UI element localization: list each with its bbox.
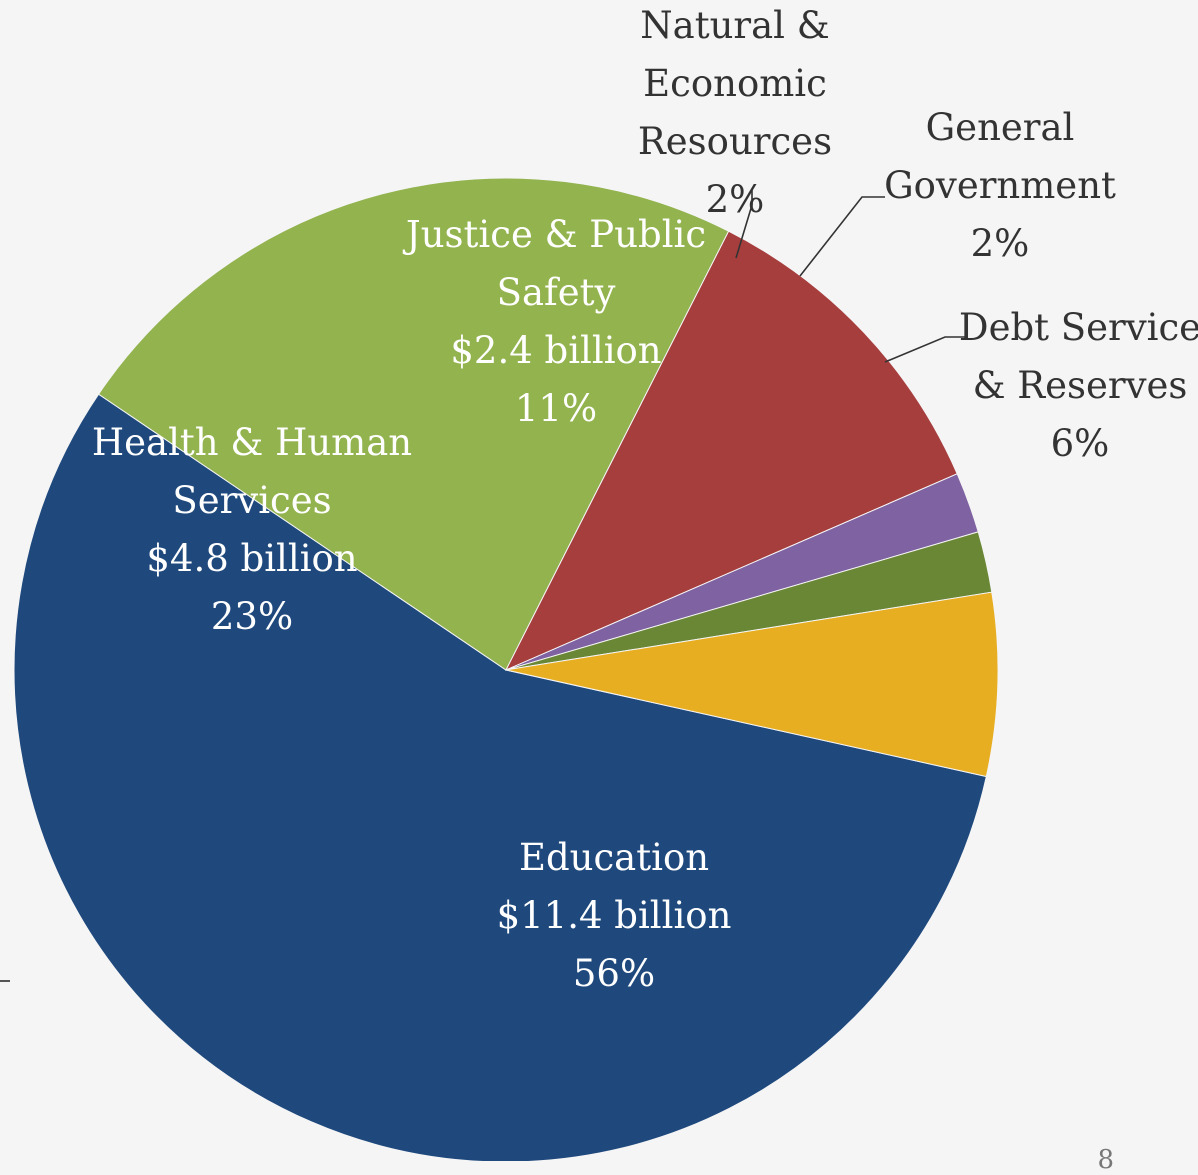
slice-label-line: 11% [515,387,597,430]
slice-label-line: Justice & Public [402,213,706,256]
slice-label-line: 6% [1051,422,1110,465]
slice-label-line: Resources [638,120,832,163]
leader-lines [735,190,965,363]
slice-label-justice-and-public-safety: Justice & Public Safety $2.4 billion 11% [402,213,706,430]
slice-label-line: 23% [211,595,293,638]
slice-label-general-government: General Government 2% [884,106,1116,265]
slice-label-line: & Reserves [973,364,1188,407]
slice-label-line: Safety [497,271,616,314]
slice-label-line: Education [519,836,709,879]
slice-label-line: Debt Service [959,306,1198,349]
slice-label-line: General [926,106,1075,149]
slice-label-line: Government [884,164,1116,207]
slice-label-line: 56% [573,952,655,995]
slice-label-natural-and-economic-resources: Natural & Economic Resources 2% [638,4,832,221]
slice-label-line: Services [172,479,331,522]
slice-label-line: Economic [643,62,827,105]
slice-label-education: Education $11.4 billion 56% [497,836,732,995]
pie-slice-health-and-human-services [97,177,730,671]
pie-slice-justice-and-public-safety [504,230,958,672]
slice-label-line: 2% [706,178,765,221]
leader-line-general-government [799,196,885,277]
slice-label-debt-service-and-reserves: Debt Service & Reserves 6% [959,306,1198,465]
pie-slice-education [13,393,987,1161]
leader-line-natural-and-economic-resources [735,190,753,259]
slice-label-health-and-human-services: Health & Human Services $4.8 billion 23% [92,421,412,638]
leader-line-debt-service-and-reserves [884,336,965,363]
slice-label-line: 2% [971,222,1030,265]
slice-label-line: Health & Human [92,421,412,464]
pie-slice-debt-service-and-reserves [505,591,999,778]
slice-label-line: Natural & [640,4,829,47]
pie-slices [13,177,999,1161]
page-number: 8 [1097,1145,1114,1175]
slice-labels: Education $11.4 billion 56% Health & Human S… [92,4,1198,995]
edge-tick-mark [0,980,10,982]
slice-label-line: $2.4 billion [450,329,661,372]
slice-label-line: $4.8 billion [146,537,357,580]
slice-label-line: $11.4 billion [497,894,732,937]
